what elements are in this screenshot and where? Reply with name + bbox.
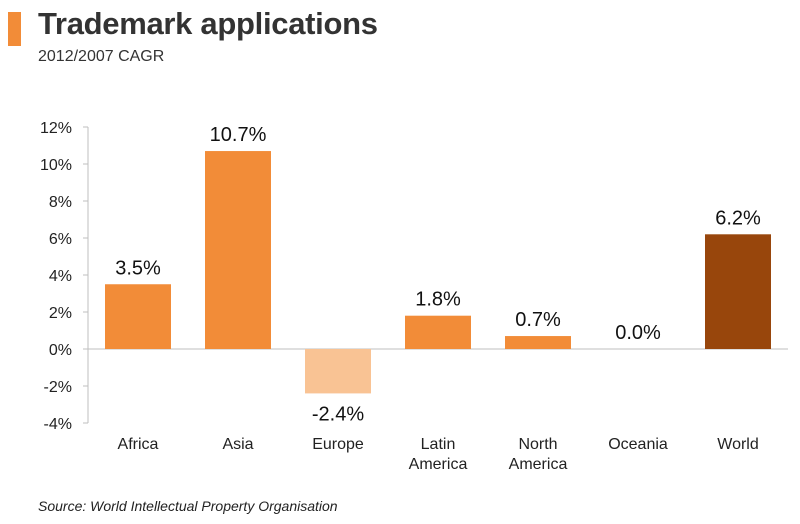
y-tick-label: 2% bbox=[49, 305, 72, 322]
chart-title: Trademark applications bbox=[38, 6, 378, 41]
y-tick-label: 12% bbox=[40, 120, 72, 137]
category-label: Oceania bbox=[608, 436, 668, 453]
category-label: Africa bbox=[118, 436, 159, 453]
data-label: 1.8% bbox=[415, 289, 461, 311]
bar bbox=[705, 234, 771, 349]
bar bbox=[405, 315, 471, 349]
bar bbox=[505, 336, 571, 349]
data-label: 0.7% bbox=[515, 309, 561, 331]
category-label: Europe bbox=[312, 436, 364, 453]
y-tick-label: 4% bbox=[49, 268, 72, 285]
bar bbox=[305, 349, 371, 394]
chart-axes: -4% -2% 0% 2% 4% 6% 8% 10% 12% bbox=[40, 120, 788, 433]
category-label: America bbox=[509, 456, 568, 473]
category-label: North bbox=[518, 436, 557, 453]
data-label: -2.4% bbox=[312, 403, 364, 425]
category-label: America bbox=[409, 456, 468, 473]
bar bbox=[105, 284, 171, 349]
y-tick-label: 0% bbox=[49, 342, 72, 359]
y-tick-label: -2% bbox=[44, 379, 72, 396]
chart-subtitle: 2012/2007 CAGR bbox=[38, 48, 165, 65]
y-tick-label: 8% bbox=[49, 194, 72, 211]
category-label: World bbox=[717, 436, 759, 453]
chart-labels: 3.5% Africa 10.7% Asia -2.4% Europe 1.8% Latin A… bbox=[115, 124, 761, 473]
y-tick-label: 10% bbox=[40, 157, 72, 174]
source-note: Source: World Intellectual Property Orga… bbox=[38, 498, 338, 514]
y-tick-label: -4% bbox=[44, 416, 72, 433]
data-label: 6.2% bbox=[715, 207, 761, 229]
data-label: 3.5% bbox=[115, 257, 161, 279]
title-accent-bar bbox=[8, 12, 21, 46]
y-tick-label: 6% bbox=[49, 231, 72, 248]
data-label: 0.0% bbox=[615, 322, 661, 344]
category-label: Latin bbox=[421, 436, 456, 453]
bar bbox=[205, 151, 271, 349]
category-label: Asia bbox=[222, 436, 253, 453]
data-label: 10.7% bbox=[210, 124, 267, 146]
chart-bars bbox=[105, 151, 771, 394]
